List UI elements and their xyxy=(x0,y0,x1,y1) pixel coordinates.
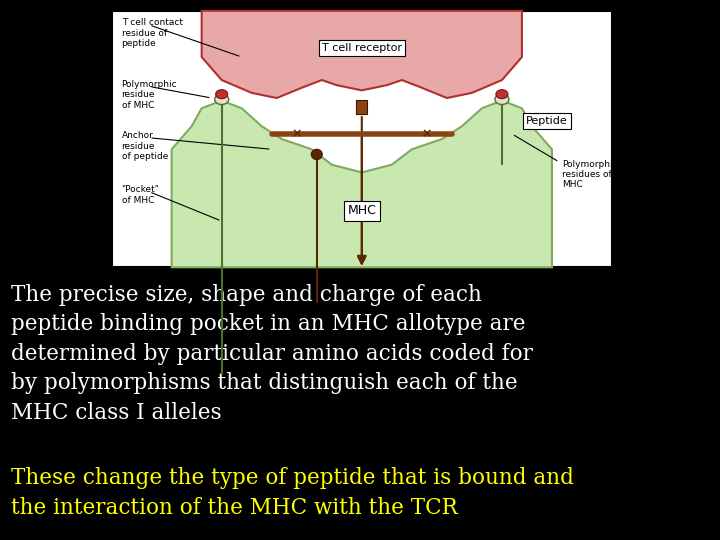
Bar xyxy=(356,100,367,114)
Ellipse shape xyxy=(311,149,323,160)
Text: T cell contact
residue of
peptide: T cell contact residue of peptide xyxy=(122,18,183,48)
Text: T cell receptor: T cell receptor xyxy=(322,43,402,53)
Text: MHC: MHC xyxy=(347,204,377,218)
Text: "Pocket"
of MHC: "Pocket" of MHC xyxy=(122,185,160,205)
PathPatch shape xyxy=(202,11,522,98)
Text: Peptide: Peptide xyxy=(526,116,568,126)
Circle shape xyxy=(496,90,508,99)
Text: The precise size, shape and charge of each
peptide binding pocket in an MHC allo: The precise size, shape and charge of ea… xyxy=(11,284,533,424)
Text: ×: × xyxy=(292,127,302,140)
Circle shape xyxy=(215,94,229,105)
Bar xyxy=(112,11,612,267)
Text: Polymorphic
residue
of MHC: Polymorphic residue of MHC xyxy=(122,80,177,110)
Text: Polymorphic
residues of
MHC: Polymorphic residues of MHC xyxy=(562,160,618,190)
Circle shape xyxy=(216,90,228,99)
Circle shape xyxy=(495,94,509,105)
PathPatch shape xyxy=(171,100,552,267)
Text: Anchor
residue
of peptide: Anchor residue of peptide xyxy=(122,131,168,161)
Text: These change the type of peptide that is bound and
the interaction of the MHC wi: These change the type of peptide that is… xyxy=(11,467,574,519)
Text: ×: × xyxy=(422,127,432,140)
